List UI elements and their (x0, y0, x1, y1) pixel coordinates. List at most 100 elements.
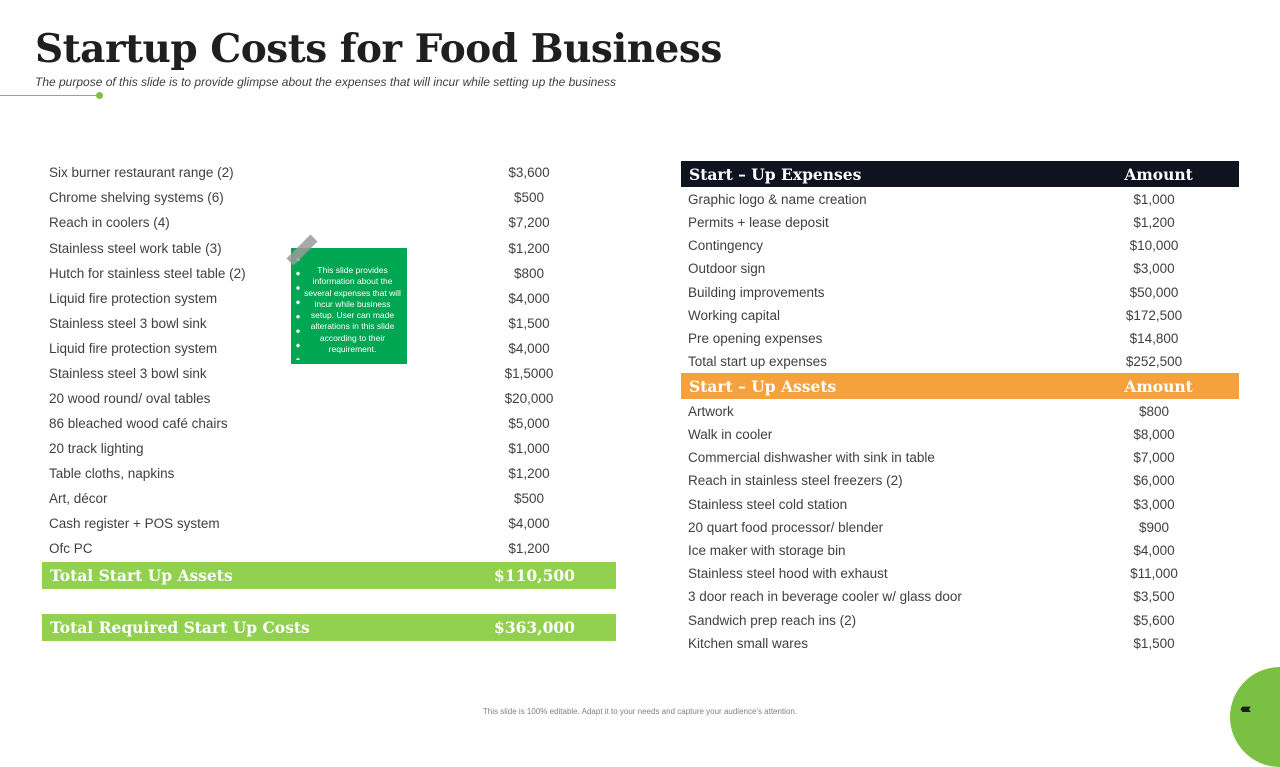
table-row: Ice maker with storage bin $4,000 (688, 539, 1238, 562)
row-amount: $14,800 (1129, 331, 1179, 346)
row-name: Stainless steel cold station (688, 497, 848, 512)
item-name: Cash register + POS system (49, 516, 220, 531)
item-amount: $800 (513, 266, 545, 281)
assets-header-label: Start – Up Assets (689, 376, 837, 396)
row-name: 20 quart food processor/ blender (688, 520, 884, 535)
row-name: Outdoor sign (688, 261, 766, 276)
row-name: Sandwich prep reach ins (2) (688, 613, 857, 628)
row-name: 3 door reach in beverage cooler w/ glass… (688, 589, 962, 604)
chevron-left-arrows-icon: ‹‹‹‹‹ (1240, 700, 1251, 716)
table-row: Walk in cooler $8,000 (688, 423, 1238, 446)
item-name: Chrome shelving systems (6) (49, 190, 224, 205)
table-row: Graphic logo & name creation $1,000 (688, 188, 1238, 211)
item-amount: $7,200 (508, 215, 550, 230)
item-amount: $1,500 (508, 316, 550, 331)
total-assets-bar: Total Start Up Assets $110,500 (42, 562, 616, 589)
row-name: Pre opening expenses (688, 331, 823, 346)
row-amount: $4,000 (1133, 543, 1175, 558)
item-name: 20 track lighting (49, 441, 144, 456)
total-required-value: $363,000 (494, 618, 575, 637)
expenses-amount-header: Amount (1124, 164, 1193, 184)
list-item: Stainless steel work table (3) $1,200 (49, 236, 609, 261)
row-amount: $800 (1138, 404, 1170, 419)
row-amount: $10,000 (1129, 238, 1179, 253)
assets-header: Start – Up Assets Amount (681, 373, 1239, 399)
item-name: Table cloths, napkins (49, 466, 175, 481)
list-item: 20 track lighting $1,000 (49, 436, 609, 461)
page-subtitle: The purpose of this slide is to provide … (35, 75, 616, 89)
row-amount: $50,000 (1129, 285, 1179, 300)
row-amount: $11,000 (1130, 566, 1178, 581)
row-name: Permits + lease deposit (688, 215, 829, 230)
list-item: 86 bleached wood café chairs $5,000 (49, 411, 609, 436)
page-title: Startup Costs for Food Business (35, 26, 722, 72)
item-name: Six burner restaurant range (2) (49, 165, 234, 180)
sticky-note-dots (294, 252, 302, 360)
list-item: Stainless steel 3 bowl sink $1,500 (49, 311, 609, 336)
item-amount: $1,200 (508, 541, 550, 556)
item-amount: $20,000 (504, 391, 554, 406)
item-name: Art, décor (49, 491, 108, 506)
item-name: Reach in coolers (4) (49, 215, 170, 230)
item-amount: $1,000 (508, 441, 550, 456)
sticky-note (291, 248, 407, 364)
table-row: Kitchen small wares $1,500 (688, 632, 1238, 655)
item-amount: $4,000 (508, 341, 550, 356)
row-name: Kitchen small wares (688, 636, 809, 651)
item-amount: $4,000 (508, 291, 550, 306)
row-name: Reach in stainless steel freezers (2) (688, 473, 903, 488)
table-row: Reach in stainless steel freezers (2) $6,… (688, 469, 1238, 492)
list-item: Chrome shelving systems (6) $500 (49, 185, 609, 210)
row-name: Contingency (688, 238, 764, 253)
list-item: Table cloths, napkins $1,200 (49, 461, 609, 486)
list-item: Cash register + POS system $4,000 (49, 511, 609, 536)
item-amount: $500 (513, 190, 545, 205)
table-row: Building improvements $50,000 (688, 281, 1238, 304)
item-name: Hutch for stainless steel table (2) (49, 266, 246, 281)
row-name: Graphic logo & name creation (688, 192, 867, 207)
row-name: Walk in cooler (688, 427, 773, 442)
expenses-header: Start – Up Expenses Amount (681, 161, 1239, 187)
row-amount: $3,500 (1133, 589, 1175, 604)
list-item: Art, décor $500 (49, 486, 609, 511)
item-amount: $1,5000 (504, 366, 554, 381)
table-row: Working capital $172,500 (688, 304, 1238, 327)
title-underline (0, 95, 100, 96)
list-item: 20 wood round/ oval tables $20,000 (49, 386, 609, 411)
table-row: Commercial dishwasher with sink in table… (688, 446, 1238, 469)
row-name: Stainless steel hood with exhaust (688, 566, 888, 581)
table-row: 20 quart food processor/ blender $900 (688, 516, 1238, 539)
row-amount: $1,000 (1133, 192, 1175, 207)
list-item: Stainless steel 3 bowl sink $1,5000 (49, 361, 609, 386)
table-row: 3 door reach in beverage cooler w/ glass… (688, 585, 1238, 608)
table-row: Sandwich prep reach ins (2) $5,600 (688, 609, 1238, 632)
row-name: Building improvements (688, 285, 825, 300)
row-amount: $6,000 (1133, 473, 1175, 488)
list-item: Ofc PC $1,200 (49, 536, 609, 561)
list-item: Liquid fire protection system $4,000 (49, 286, 609, 311)
item-name: Liquid fire protection system (49, 341, 218, 356)
row-name: Ice maker with storage bin (688, 543, 846, 558)
item-name: Stainless steel 3 bowl sink (49, 366, 207, 381)
item-name: 86 bleached wood café chairs (49, 416, 228, 431)
row-amount: $8,000 (1133, 427, 1175, 442)
item-name: Stainless steel 3 bowl sink (49, 316, 207, 331)
item-amount: $500 (513, 491, 545, 506)
total-assets-label: Total Start Up Assets (50, 566, 233, 585)
table-row: Total start up expenses $252,500 (688, 350, 1238, 373)
item-amount: $5,000 (508, 416, 550, 431)
assets-amount-header: Amount (1124, 376, 1193, 396)
row-amount: $252,500 (1125, 354, 1183, 369)
expenses-header-label: Start – Up Expenses (689, 164, 862, 184)
row-name: Total start up expenses (688, 354, 827, 369)
table-row: Stainless steel cold station $3,000 (688, 493, 1238, 516)
total-assets-value: $110,500 (494, 566, 575, 585)
corner-decoration (1230, 667, 1280, 767)
title-underline-dot (96, 92, 103, 99)
item-name: Ofc PC (49, 541, 93, 556)
item-amount: $3,600 (508, 165, 550, 180)
sticky-note-text: This slide provides information about th… (304, 265, 401, 355)
row-name: Working capital (688, 308, 781, 323)
table-row: Pre opening expenses $14,800 (688, 327, 1238, 350)
table-row: Outdoor sign $3,000 (688, 257, 1238, 280)
